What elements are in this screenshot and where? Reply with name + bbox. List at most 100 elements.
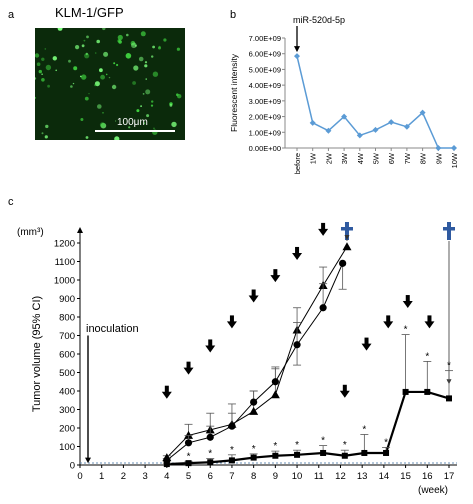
data-point-circle: [339, 259, 347, 267]
x-tick-label: before: [293, 153, 302, 174]
x-tick-label: 13: [357, 471, 368, 482]
data-point-triangle: [270, 390, 280, 399]
significance-star: *: [384, 437, 388, 448]
gfp-cell: [86, 35, 89, 39]
series-line-triangle: [166, 246, 348, 458]
gfp-cell: [45, 124, 49, 129]
gfp-cell: [35, 77, 37, 80]
x-tick-label: 9: [273, 471, 278, 482]
treatment-arrow-shaft: [164, 385, 169, 393]
data-point: [372, 126, 379, 133]
gfp-cell: [75, 45, 80, 50]
data-point-square: [424, 388, 431, 395]
data-point-circle: [319, 304, 327, 312]
y-tick-label: 600: [59, 350, 75, 361]
gfp-cell: [44, 135, 48, 139]
x-tick-label: 2: [121, 471, 126, 482]
y-tick-label: 3.00E+09: [249, 97, 281, 106]
x-tick-label: 5: [186, 471, 191, 482]
x-tick-label: 10W: [450, 152, 459, 168]
data-point: [356, 132, 363, 139]
gfp-cell: [57, 28, 63, 31]
gfp-cell: [142, 93, 145, 95]
gfp-cell: [143, 122, 146, 125]
x-tick-label: 12: [335, 471, 346, 482]
significance-star: *: [343, 440, 347, 451]
gfp-cell: [176, 93, 179, 96]
significance-star: *: [425, 351, 429, 362]
gfp-cell: [35, 96, 37, 99]
gfp-cell: [138, 56, 144, 62]
significance-star: *: [273, 441, 277, 452]
data-point-square: [250, 454, 257, 461]
gfp-cell: [169, 104, 173, 107]
gfp-cell: [85, 136, 89, 139]
gfp-cell: [96, 39, 100, 44]
data-point: [325, 127, 332, 134]
gfp-cell: [113, 62, 116, 65]
gfp-cell: [88, 93, 90, 95]
data-point-square: [207, 459, 214, 466]
data-point-circle: [184, 439, 193, 447]
treatment-arrow-shaft: [427, 315, 432, 323]
y-tick-label: 1.00E+09: [249, 128, 281, 137]
panel-letter-a: a: [8, 9, 15, 21]
gfp-cell: [111, 84, 117, 90]
data-point: [341, 113, 348, 120]
gfp-cell: [151, 100, 154, 103]
data-point-square: [163, 461, 170, 468]
gfp-cell: [115, 120, 117, 122]
treatment-arrow-shaft: [321, 222, 326, 230]
gfp-cell: [68, 59, 71, 63]
treatment-arrow-head: [318, 228, 329, 236]
x-tick-label: 8W: [419, 152, 428, 164]
death-cross-vertical: [447, 222, 451, 240]
data-point: [435, 145, 442, 151]
x-tick-label: 5W: [372, 152, 381, 164]
gfp-cell: [163, 38, 167, 42]
gfp-cell: [35, 53, 40, 58]
gfp-cell: [84, 96, 89, 101]
gfp-cell: [133, 65, 139, 71]
y-tick-label: 1200: [54, 239, 75, 250]
gfp-cell: [81, 44, 85, 48]
gfp-cell: [41, 73, 43, 75]
significance-star: *: [362, 424, 366, 435]
gfp-cell: [117, 34, 123, 41]
x-tick-label: 8: [251, 471, 256, 482]
y-tick-label: 2.00E+09: [249, 113, 281, 122]
significance-star: *: [230, 445, 234, 456]
x-tick-label: 4: [164, 471, 169, 482]
data-point: [294, 53, 300, 60]
y-tick-label: 0: [70, 461, 75, 472]
gfp-cell: [45, 64, 52, 71]
gfp-cell: [108, 76, 111, 79]
y-axis-arrowhead: [77, 227, 83, 233]
gfp-cell: [99, 122, 106, 128]
treatment-arrow-shaft: [273, 269, 278, 277]
gfp-cell: [94, 83, 97, 87]
treatment-arrow-shaft: [251, 289, 256, 297]
data-point-square: [341, 452, 348, 459]
treatment-arrow-head: [292, 252, 303, 260]
treatment-arrow-head: [402, 301, 413, 309]
gfp-cell: [116, 63, 119, 67]
x-tick-label: 1: [99, 471, 104, 482]
treatment-arrow-shaft: [229, 315, 234, 323]
gfp-cell: [97, 104, 102, 109]
gfp-cell: [80, 75, 82, 78]
data-point-square: [185, 460, 192, 467]
treatment-arrow-head: [270, 275, 281, 283]
gfp-cell: [52, 56, 57, 61]
y-tick-label: 900: [59, 294, 75, 305]
gfp-cell: [128, 126, 131, 129]
gfp-cell: [171, 121, 177, 128]
data-point-circle: [293, 341, 301, 349]
scale-bar-label: 100μm: [117, 117, 148, 128]
gfp-cell: [47, 84, 50, 88]
panel-letter-c: c: [8, 196, 14, 208]
gfp-cell: [99, 68, 103, 73]
significance-star: *: [187, 451, 191, 462]
y-tick-label: 0.00E+00: [249, 144, 281, 153]
gfp-cell: [150, 104, 154, 107]
